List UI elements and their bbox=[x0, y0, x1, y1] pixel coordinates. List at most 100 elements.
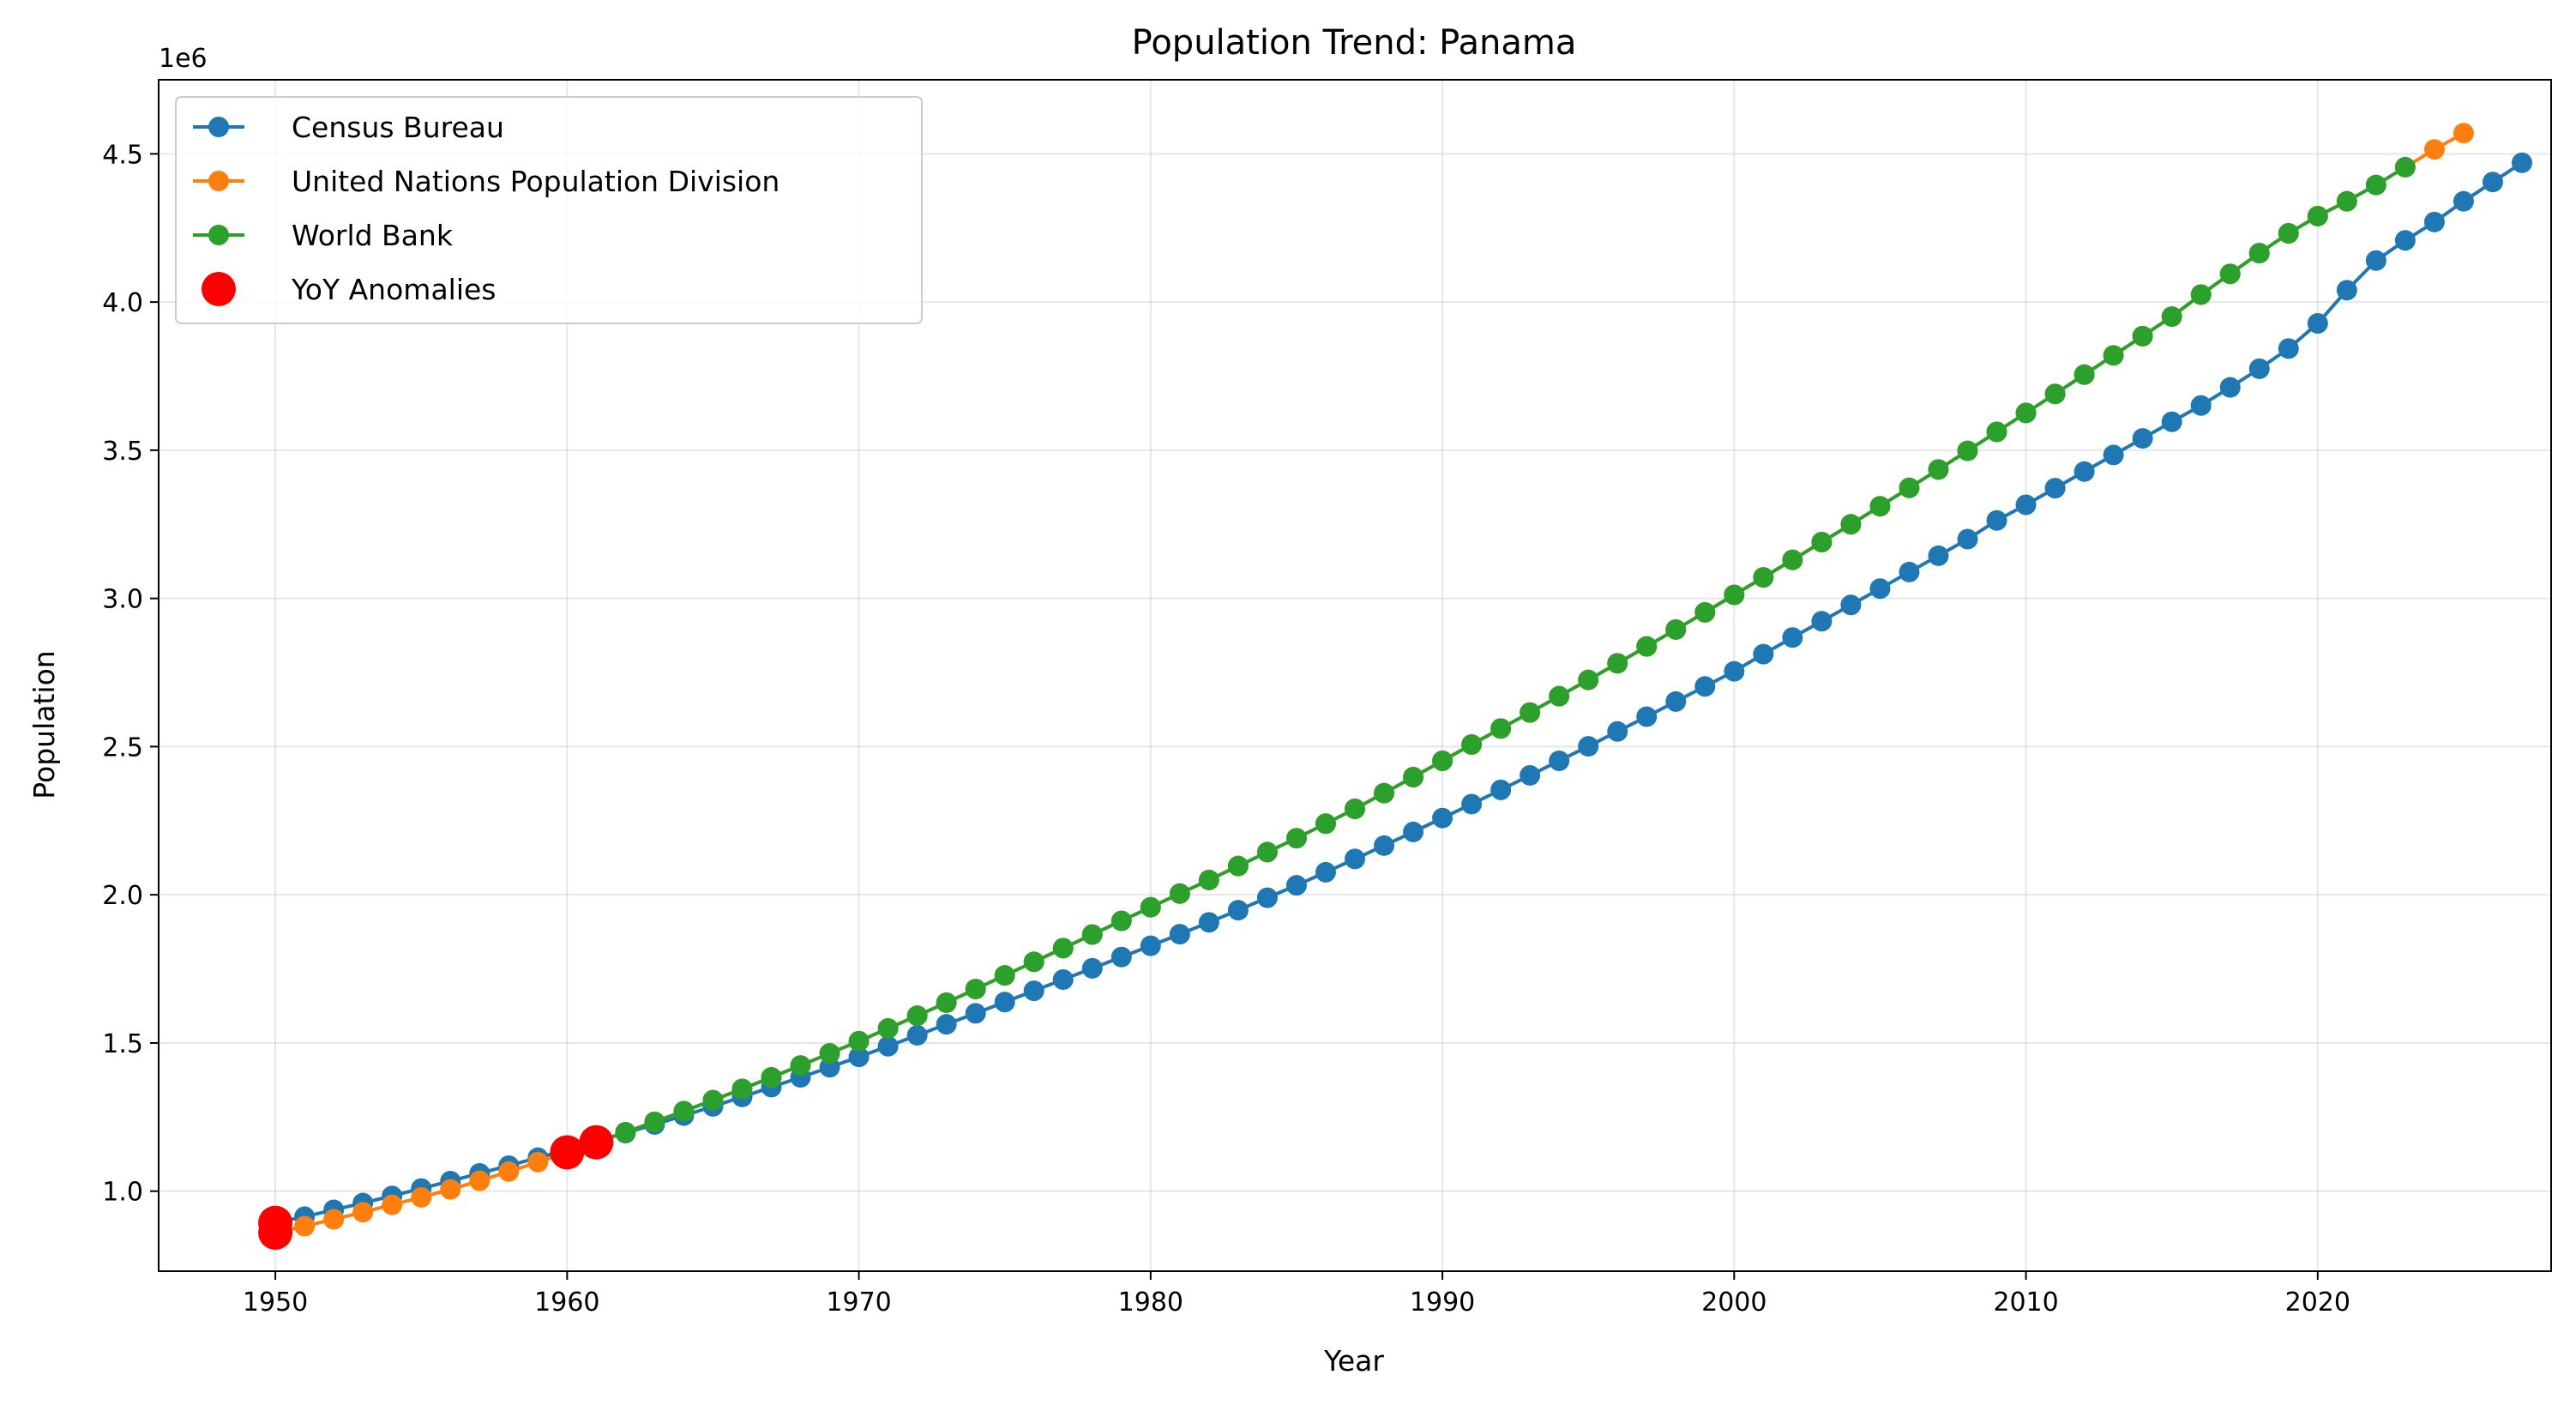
series-point-0 bbox=[877, 1035, 899, 1057]
legend-label: World Bank bbox=[292, 219, 454, 252]
series-point-1 bbox=[411, 1186, 432, 1208]
series-point-0 bbox=[1957, 528, 1978, 550]
series-point-2 bbox=[673, 1100, 695, 1122]
series-point-1 bbox=[2453, 123, 2474, 144]
series-point-2 bbox=[1023, 951, 1044, 973]
series-point-2 bbox=[1782, 549, 1803, 570]
series-point-0 bbox=[2511, 152, 2532, 173]
series-point-0 bbox=[848, 1046, 870, 1068]
series-point-1 bbox=[294, 1215, 316, 1237]
series-point-0 bbox=[2073, 461, 2095, 482]
series-point-2 bbox=[1665, 618, 1687, 640]
series-point-2 bbox=[877, 1018, 899, 1040]
series-point-0 bbox=[2044, 478, 2066, 499]
series-point-0 bbox=[2190, 395, 2212, 416]
legend-marker-swatch bbox=[208, 225, 229, 245]
series-point-0 bbox=[906, 1024, 928, 1046]
series-point-0 bbox=[1285, 875, 1307, 896]
series-point-0 bbox=[1840, 594, 1862, 616]
series-point-0 bbox=[1315, 861, 1336, 883]
series-point-0 bbox=[1052, 969, 1074, 991]
series-point-2 bbox=[1315, 813, 1336, 835]
x-tick-label: 2020 bbox=[2285, 1287, 2350, 1318]
x-tick-label: 2000 bbox=[1701, 1287, 1766, 1318]
series-point-1 bbox=[352, 1202, 374, 1223]
series-point-2 bbox=[1490, 718, 1512, 739]
series-point-0 bbox=[1345, 848, 1365, 870]
series-point-0 bbox=[1461, 793, 1483, 815]
series-point-0 bbox=[1986, 510, 2007, 531]
series-point-2 bbox=[1374, 782, 1395, 804]
series-point-0 bbox=[2103, 444, 2124, 466]
series-point-2 bbox=[1724, 584, 1745, 606]
series-point-2 bbox=[1520, 702, 1541, 723]
y-tick-label: 2.5 bbox=[102, 733, 143, 763]
series-point-2 bbox=[2365, 174, 2386, 196]
y-tick-label: 4.0 bbox=[102, 288, 143, 318]
x-axis-label: Year bbox=[1323, 1344, 1384, 1378]
series-point-0 bbox=[1753, 643, 1774, 665]
series-point-2 bbox=[2161, 306, 2182, 328]
series-point-0 bbox=[1549, 751, 1570, 772]
series-point-2 bbox=[790, 1055, 811, 1076]
series-point-0 bbox=[2248, 358, 2270, 379]
series-point-0 bbox=[994, 992, 1015, 1013]
series-point-2 bbox=[1986, 421, 2007, 443]
series-point-2 bbox=[2190, 284, 2212, 305]
series-point-2 bbox=[1403, 767, 1424, 788]
series-line-2 bbox=[566, 166, 2406, 1155]
y-tick-label: 4.5 bbox=[102, 140, 143, 170]
series-point-2 bbox=[1169, 883, 1190, 904]
series-point-0 bbox=[2482, 172, 2503, 193]
series-point-2 bbox=[1461, 734, 1483, 756]
series-point-2 bbox=[644, 1111, 665, 1132]
series-point-0 bbox=[1374, 835, 1395, 856]
series-point-0 bbox=[1782, 627, 1803, 648]
series-point-0 bbox=[2219, 377, 2241, 398]
series-point-2 bbox=[906, 1005, 928, 1027]
series-point-0 bbox=[1023, 980, 1044, 1002]
series-point-2 bbox=[1081, 924, 1103, 945]
plot-area bbox=[265, 123, 2532, 1244]
x-tick-label: 2010 bbox=[1993, 1287, 2058, 1318]
legend-box bbox=[175, 96, 923, 324]
series-point-0 bbox=[1081, 957, 1103, 979]
anomaly-point bbox=[550, 1135, 585, 1170]
y-axis-label: Population bbox=[27, 650, 61, 799]
y-tick-label: 3.0 bbox=[102, 585, 143, 615]
series-point-1 bbox=[498, 1161, 520, 1182]
series-point-2 bbox=[761, 1067, 782, 1088]
series-point-0 bbox=[2423, 211, 2445, 232]
x-tick-label: 1960 bbox=[534, 1287, 599, 1318]
series-point-0 bbox=[1665, 690, 1687, 712]
series-point-2 bbox=[1140, 896, 1161, 918]
legend-label: United Nations Population Division bbox=[292, 165, 779, 198]
x-tick-label: 1950 bbox=[243, 1287, 308, 1318]
series-point-2 bbox=[965, 979, 986, 1000]
anomaly-point bbox=[579, 1125, 614, 1160]
series-point-0 bbox=[2453, 190, 2474, 212]
series-point-2 bbox=[2015, 402, 2037, 424]
anomaly-markers bbox=[258, 1125, 614, 1251]
series-point-2 bbox=[1227, 855, 1249, 877]
series-point-0 bbox=[1169, 924, 1190, 945]
series-point-0 bbox=[2161, 411, 2182, 432]
chart-title: Population Trend: Panama bbox=[1132, 23, 1577, 63]
series-point-0 bbox=[2394, 230, 2416, 251]
legend-label: YoY Anomalies bbox=[291, 273, 497, 306]
series-point-0 bbox=[1227, 900, 1249, 921]
legend-marker-swatch bbox=[208, 117, 229, 137]
series-point-0 bbox=[1578, 736, 1599, 757]
series-point-2 bbox=[1110, 910, 1132, 932]
y-tick-label: 1.0 bbox=[102, 1178, 143, 1208]
series-point-0 bbox=[1520, 764, 1541, 786]
series-point-2 bbox=[936, 992, 957, 1013]
series-point-2 bbox=[1256, 841, 1278, 863]
series-point-2 bbox=[1345, 798, 1365, 819]
series-point-0 bbox=[1198, 912, 1219, 933]
y-tick-label: 2.0 bbox=[102, 881, 143, 911]
series-point-2 bbox=[1607, 653, 1628, 674]
series-point-0 bbox=[1694, 676, 1716, 697]
series-point-0 bbox=[1140, 935, 1161, 956]
